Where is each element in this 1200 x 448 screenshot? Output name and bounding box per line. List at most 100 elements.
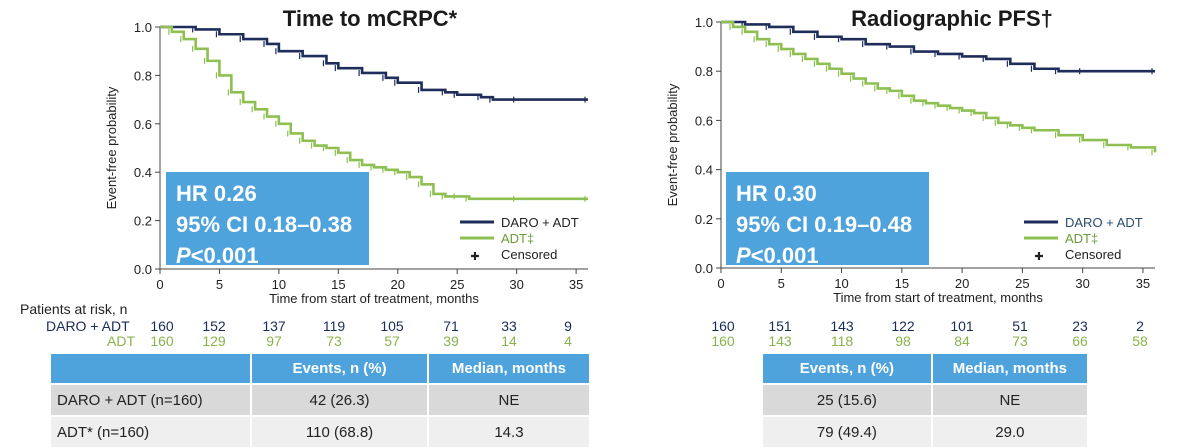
chart-title-mcrpc: Time to mCRPC* — [282, 6, 458, 31]
risk-header: Patients at risk, n — [20, 301, 128, 317]
y-tick-label: 0.6 — [134, 117, 152, 132]
risk-count-daro: 9 — [564, 318, 572, 334]
km-curve-adt — [160, 25, 588, 201]
hazard-ratio-box: HR 0.30 95% CI 0.19–0.48 P<0.001 — [726, 172, 929, 268]
km-curve-adt — [721, 20, 1157, 153]
risk-count-adt: 14 — [501, 333, 517, 349]
risk-count-adt: 66 — [1072, 333, 1088, 349]
x-axis-label: Time from start of treatment, months — [833, 290, 1043, 305]
risk-count-daro: 71 — [443, 318, 459, 334]
x-tick-label: 20 — [955, 276, 969, 291]
hr-ci: 95% CI 0.18–0.38 — [176, 212, 353, 237]
x-tick-label: 20 — [391, 277, 405, 292]
risk-count-adt: 160 — [711, 333, 735, 349]
risk-count-daro: 51 — [1012, 318, 1028, 334]
y-tick-label: 1.0 — [134, 20, 152, 35]
risk-count-daro: 143 — [830, 318, 854, 334]
risk-label-daro: DARO + ADT — [46, 318, 130, 334]
hr-p: P<0.001 — [176, 243, 259, 268]
events-table-mcrpc: Events, n (%) Median, months DARO + ADT … — [51, 354, 589, 447]
x-tick-label: 5 — [216, 277, 223, 292]
x-tick-label: 25 — [1015, 276, 1029, 291]
x-tick-label: 15 — [895, 276, 909, 291]
x-tick-label: 5 — [778, 276, 785, 291]
row-median: NE — [931, 383, 1087, 416]
risk-count-adt: 98 — [895, 333, 911, 349]
hazard-ratio-box: HR 0.26 95% CI 0.18–0.38 P<0.001 — [166, 172, 369, 268]
hr-ci: 95% CI 0.19–0.48 — [736, 212, 913, 237]
legend-label-censored: Censored — [1065, 247, 1121, 262]
y-tick-label: 0.2 — [134, 214, 152, 229]
table-header-median: Median, months — [427, 354, 589, 384]
row-events: 25 (15.6) — [763, 383, 933, 416]
risk-count-daro: 2 — [1136, 318, 1144, 334]
legend-label-censored: Censored — [501, 247, 557, 262]
y-tick-label: 0.0 — [695, 261, 713, 276]
risk-count-daro: 152 — [202, 318, 226, 334]
row-median: NE — [427, 383, 589, 416]
risk-count-adt: 129 — [202, 333, 226, 349]
table-header-median: Median, months — [931, 354, 1087, 384]
hr-value: HR 0.26 — [176, 181, 257, 206]
table-row: 79 (49.4) 29.0 — [763, 415, 1087, 447]
row-events: 79 (49.4) — [763, 415, 933, 447]
table-header-blank — [51, 354, 253, 384]
table-row: 25 (15.6) NE — [763, 383, 1087, 416]
risk-count-daro: 122 — [891, 318, 915, 334]
x-tick-label: 35 — [569, 277, 583, 292]
legend-label-daro: DARO + ADT — [501, 215, 579, 230]
risk-count-daro: 160 — [150, 318, 174, 334]
row-median: 14.3 — [427, 415, 589, 447]
risk-count-daro: 151 — [768, 318, 792, 334]
table-row: DARO + ADT (n=160) 42 (26.3) NE — [51, 383, 589, 416]
y-tick-label: 1.0 — [695, 15, 713, 30]
row-median: 29.0 — [931, 415, 1087, 447]
row-label: DARO + ADT (n=160) — [51, 383, 253, 416]
legend-label-adt: ADT‡ — [501, 231, 534, 246]
risk-count-adt: 160 — [150, 333, 174, 349]
x-tick-label: 25 — [450, 277, 464, 292]
legend-label-adt: ADT‡ — [1065, 231, 1098, 246]
risk-count-daro: 160 — [711, 318, 735, 334]
risk-count-adt: 84 — [954, 333, 970, 349]
risk-count-adt: 4 — [564, 333, 572, 349]
risk-count-daro: 119 — [322, 318, 346, 334]
hr-p: P<0.001 — [736, 243, 819, 268]
censored-icon: ✚ — [1034, 251, 1043, 263]
row-events: 110 (68.8) — [251, 415, 429, 447]
table-row: ADT* (n=160) 110 (68.8) 14.3 — [51, 415, 589, 447]
censored-icon: ✚ — [470, 251, 479, 263]
risk-count-adt: 58 — [1132, 333, 1148, 349]
y-tick-label: 0.8 — [134, 68, 152, 83]
y-tick-label: 0.8 — [695, 64, 713, 79]
row-events: 42 (26.3) — [251, 383, 429, 416]
risk-label-adt: ADT — [107, 333, 135, 349]
risk-count-adt: 57 — [384, 333, 400, 349]
risk-count-daro: 33 — [501, 318, 517, 334]
risk-count-daro: 101 — [950, 318, 974, 334]
risk-count-adt: 143 — [768, 333, 792, 349]
km-curve-daro — [160, 25, 588, 101]
x-tick-label: 35 — [1136, 276, 1150, 291]
risk-count-daro: 23 — [1072, 318, 1088, 334]
risk-count-adt: 39 — [443, 333, 459, 349]
table-header-events: Events, n (%) — [763, 354, 933, 384]
x-axis-label: Time from start of treatment, months — [269, 291, 479, 306]
y-tick-label: 0.0 — [134, 262, 152, 277]
x-tick-label: 10 — [834, 276, 848, 291]
y-axis-label: Event-free probability — [665, 83, 680, 206]
x-tick-label: 30 — [1075, 276, 1089, 291]
hr-value: HR 0.30 — [736, 181, 817, 206]
risk-count-daro: 105 — [380, 318, 404, 334]
km-curve-daro — [721, 20, 1155, 73]
risk-count-daro: 137 — [262, 318, 286, 334]
risk-count-adt: 97 — [266, 333, 282, 349]
risk-count-adt: 118 — [830, 333, 854, 349]
x-tick-label: 0 — [156, 277, 163, 292]
events-table-rpfs: Events, n (%) Median, months 25 (15.6) N… — [763, 354, 1087, 447]
row-label: ADT* (n=160) — [51, 415, 253, 447]
y-tick-label: 0.4 — [134, 165, 152, 180]
x-tick-label: 15 — [331, 277, 345, 292]
x-tick-label: 30 — [509, 277, 523, 292]
